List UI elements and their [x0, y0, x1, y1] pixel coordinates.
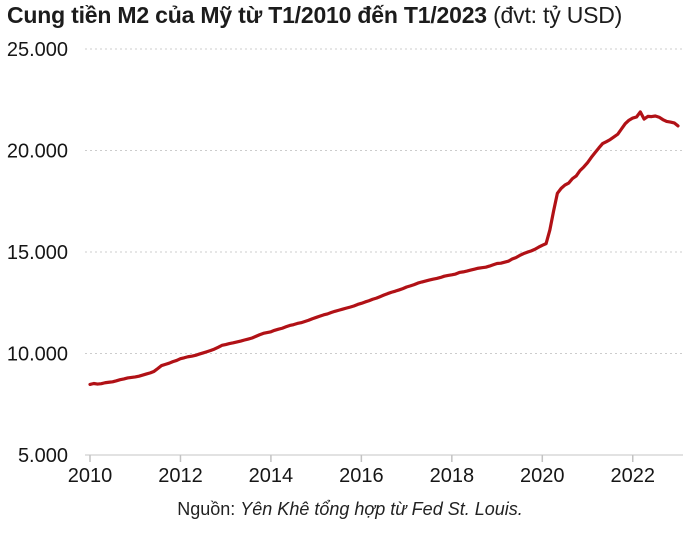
y-axis-tick-label: 10.000 — [7, 344, 68, 366]
source-caption: Nguồn: Yên Khê tổng hợp từ Fed St. Louis… — [0, 499, 700, 520]
chart-title: Cung tiền M2 của Mỹ từ T1/2010 đến T1/20… — [7, 2, 697, 29]
source-text: Yên Khê tổng hợp từ Fed St. Louis. — [240, 499, 523, 519]
x-axis-tick-label: 2010 — [68, 465, 113, 487]
chart-title-unit: (đvt: tỷ USD) — [486, 2, 623, 28]
x-axis-tick-label: 2016 — [339, 465, 384, 487]
y-axis-tick-label: 5.000 — [18, 445, 68, 467]
y-axis-tick-label: 20.000 — [7, 141, 68, 163]
x-axis-tick-label: 2012 — [158, 465, 203, 487]
y-axis-tick-label: 15.000 — [7, 242, 68, 264]
x-axis-tick-label: 2018 — [430, 465, 475, 487]
x-axis-tick-label: 2020 — [520, 465, 565, 487]
source-prefix-label: Nguồn: — [177, 499, 241, 519]
y-axis-tick-label: 25.000 — [7, 39, 68, 61]
x-axis-tick-label: 2022 — [611, 465, 656, 487]
m2-data-line — [88, 110, 680, 386]
chart-title-main: Cung tiền M2 của Mỹ từ T1/2010 đến T1/20… — [7, 2, 487, 28]
x-axis-tick-label: 2014 — [249, 465, 294, 487]
